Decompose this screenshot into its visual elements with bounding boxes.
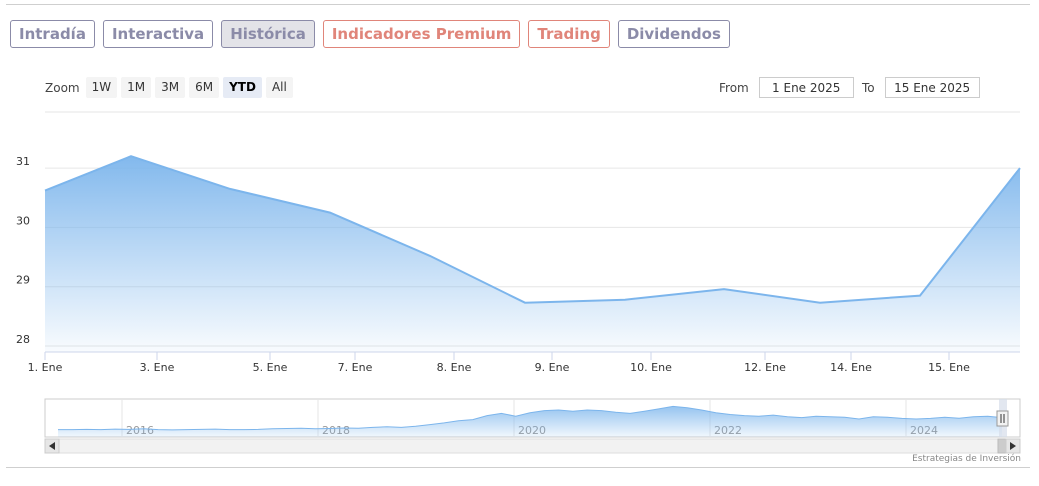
range-from-label: From [719, 80, 749, 95]
x-tick-label-4: 8. Ene [437, 361, 472, 374]
series-line [44, 155, 1021, 304]
top-divider [6, 4, 1030, 5]
range-from: From [719, 77, 854, 98]
x-tick-label-5: 9. Ene [535, 361, 570, 374]
x-tick-label-3: 7. Ene [338, 361, 373, 374]
range-from-input[interactable] [758, 77, 854, 98]
data-point-5 [523, 301, 527, 305]
data-point-6 [623, 298, 627, 302]
range-to-label: To [862, 80, 875, 95]
navigator-scrollbar[interactable] [44, 438, 1021, 454]
navigator-handle[interactable] [996, 410, 1009, 427]
data-point-4 [428, 254, 432, 258]
zoom-button-3m[interactable]: 3M [155, 77, 186, 98]
data-point-10 [1018, 166, 1022, 170]
range-to: To [862, 77, 980, 98]
data-point-2 [228, 187, 232, 191]
zoom-button-1m[interactable]: 1M [121, 77, 152, 98]
tab-dividendos[interactable]: Dividendos [617, 20, 730, 48]
x-tick-label-0: 1. Ene [28, 361, 63, 374]
zoom-label: Zoom [45, 80, 80, 95]
tab-indicadores-premium[interactable]: Indicadores Premium [322, 20, 521, 48]
zoom-button-6m[interactable]: 6M [189, 77, 220, 98]
x-tick-label-2: 5. Ene [253, 361, 288, 374]
scrollbar-thumb [997, 438, 1007, 454]
y-tick-label-29: 29 [16, 274, 30, 287]
tab-historica[interactable]: Histórica [221, 20, 315, 48]
x-tick-label-6: 10. Ene [630, 361, 672, 374]
data-point-7 [722, 287, 726, 291]
x-tick-label-7: 12. Ene [744, 361, 786, 374]
navigator-area [58, 406, 1002, 437]
tab-bar: Intradía Interactiva Histórica Indicador… [10, 20, 730, 48]
data-point-8 [818, 301, 822, 305]
y-tick-label-30: 30 [16, 214, 30, 227]
scroll-left-arrow-icon [49, 442, 55, 450]
scrollbar-track [44, 438, 1021, 454]
navigator-handle-box [996, 410, 1009, 427]
zoom-selector: Zoom 1W 1M 3M 6M YTD All [45, 77, 293, 98]
series-area [45, 156, 1020, 352]
zoom-button-all[interactable]: All [265, 77, 293, 98]
zoom-button-ytd[interactable]: YTD [223, 77, 262, 98]
tab-interactiva[interactable]: Interactiva [102, 20, 214, 48]
data-point-1 [129, 154, 133, 158]
y-tick-label-31: 31 [16, 155, 30, 168]
x-tick-label-1: 3. Ene [140, 361, 175, 374]
zoom-button-1w[interactable]: 1W [85, 77, 118, 98]
x-tick-label-8: 14. Ene [830, 361, 872, 374]
y-tick-label-28: 28 [16, 333, 30, 346]
data-point-3 [328, 211, 332, 215]
navigator-line [58, 405, 1003, 431]
credits: Estrategias de Inversión [912, 454, 1021, 464]
tab-intradia[interactable]: Intradía [10, 20, 95, 48]
scroll-right-arrow-icon [1010, 442, 1016, 450]
data-point-9 [918, 294, 922, 298]
tab-trading[interactable]: Trading [528, 20, 610, 48]
range-to-input[interactable] [884, 77, 980, 98]
data-point-0 [43, 189, 47, 193]
x-tick-label-9: 15. Ene [928, 361, 970, 374]
bottom-divider [6, 467, 1030, 468]
